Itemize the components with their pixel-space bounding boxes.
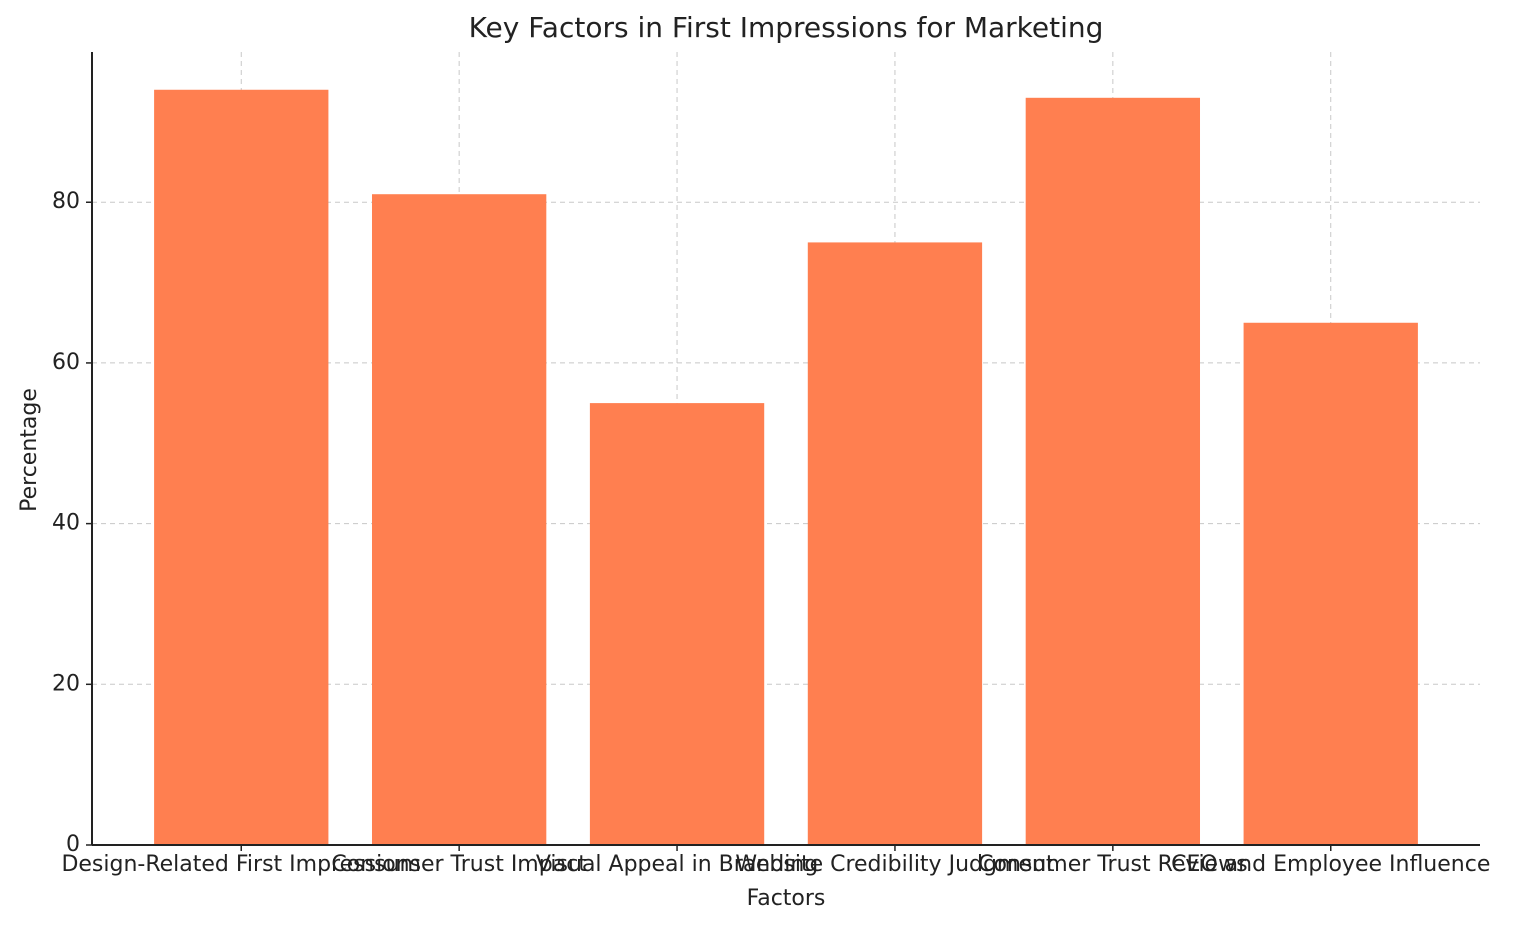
bar [371,194,547,846]
x-axis-label: Factors [747,886,826,911]
y-tick-label: 80 [52,189,80,214]
y-tick-label: 40 [52,511,80,536]
bar [589,403,765,845]
bar [154,89,329,845]
bar [1243,322,1418,846]
y-tick-label: 20 [52,671,80,696]
x-tick-label: Consumer Trust Reviews [978,852,1247,877]
x-tick-label: Website Credibility Judgment [735,852,1054,877]
y-tick-label: 0 [66,832,80,857]
x-tick-label: Consumer Trust Impact [331,852,587,877]
bar [807,242,983,846]
y-axis-label: Percentage [17,388,42,512]
bar [1025,97,1201,845]
x-tick-label: Design-Related First Impressions [61,852,421,877]
y-tick-label: 60 [52,350,80,375]
x-tick-label: Visual Appeal in Branding [536,852,818,877]
x-tick-label: CEO and Employee Influence [1171,852,1490,877]
chart-title: Key Factors in First Impressions for Mar… [469,11,1104,44]
